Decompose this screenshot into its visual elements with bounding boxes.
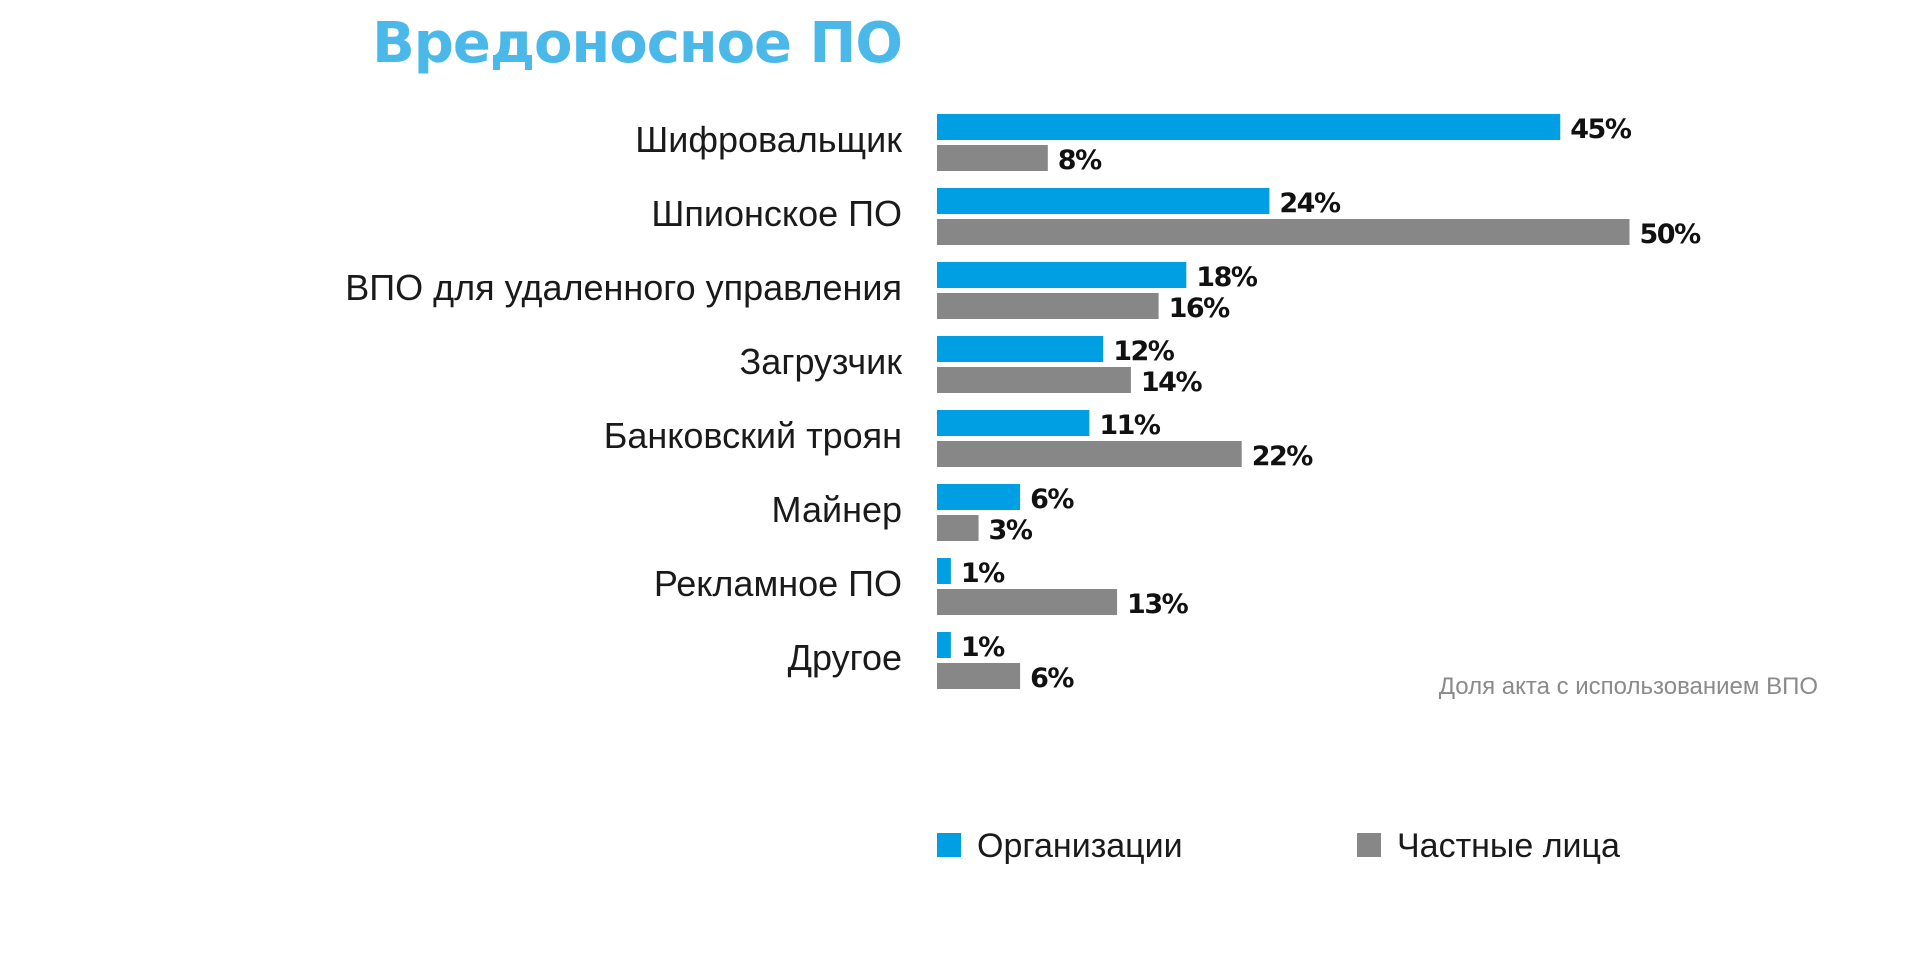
bar-individuals bbox=[937, 515, 979, 541]
bar-organizations bbox=[937, 114, 1561, 140]
data-label: 24% bbox=[1279, 188, 1341, 219]
bar-organizations bbox=[937, 632, 951, 658]
data-label: 16% bbox=[1169, 293, 1231, 324]
data-label: 22% bbox=[1252, 441, 1314, 472]
data-label: 1% bbox=[961, 558, 1005, 589]
legend-label: Организации bbox=[977, 827, 1183, 865]
data-label: 13% bbox=[1127, 589, 1189, 620]
bar-individuals bbox=[937, 663, 1021, 689]
category-label: Загрузчик bbox=[740, 341, 903, 382]
bar-individuals bbox=[937, 293, 1159, 319]
legend-swatch bbox=[937, 833, 961, 857]
chart-title: Вредоносное ПО bbox=[372, 11, 902, 76]
category-label: Банковский троян bbox=[604, 415, 902, 456]
bars-group: Шифровальщик 45% 8% Шпионское ПО 24% 50% ВПО д… bbox=[345, 114, 1703, 694]
data-label: 14% bbox=[1141, 367, 1203, 398]
category-label: Шифровальщик bbox=[635, 119, 902, 160]
bar-organizations bbox=[937, 410, 1090, 436]
data-label: 6% bbox=[1030, 663, 1074, 694]
chart-note: Доля акта с использованием ВПО bbox=[1439, 673, 1818, 700]
bar-individuals bbox=[937, 367, 1131, 393]
bar-organizations bbox=[937, 262, 1187, 288]
category-label: Рекламное ПО bbox=[654, 563, 902, 604]
bar-organizations bbox=[937, 188, 1270, 214]
bar-individuals bbox=[937, 145, 1048, 171]
bar-organizations bbox=[937, 336, 1104, 362]
legend: Организации Частные лица bbox=[937, 827, 1620, 865]
data-label: 1% bbox=[961, 632, 1005, 663]
data-label: 8% bbox=[1058, 145, 1102, 176]
bar-individuals bbox=[937, 441, 1242, 467]
data-label: 18% bbox=[1196, 262, 1258, 293]
category-label: Майнер bbox=[772, 489, 902, 530]
data-label: 45% bbox=[1570, 114, 1632, 145]
bar-individuals bbox=[937, 219, 1630, 245]
category-label: Шпионское ПО bbox=[651, 193, 902, 234]
bar-individuals bbox=[937, 589, 1118, 615]
legend-label: Частные лица bbox=[1397, 827, 1620, 865]
legend-swatch bbox=[1357, 833, 1381, 857]
category-label: Другое bbox=[788, 637, 902, 678]
data-label: 6% bbox=[1030, 484, 1074, 515]
bar-organizations bbox=[937, 484, 1021, 510]
data-label: 12% bbox=[1113, 336, 1175, 367]
data-label: 3% bbox=[989, 515, 1033, 546]
data-label: 50% bbox=[1640, 219, 1702, 250]
category-label: ВПО для удаленного управления bbox=[345, 267, 902, 308]
data-label: 11% bbox=[1099, 410, 1161, 441]
bar-organizations bbox=[937, 558, 951, 584]
